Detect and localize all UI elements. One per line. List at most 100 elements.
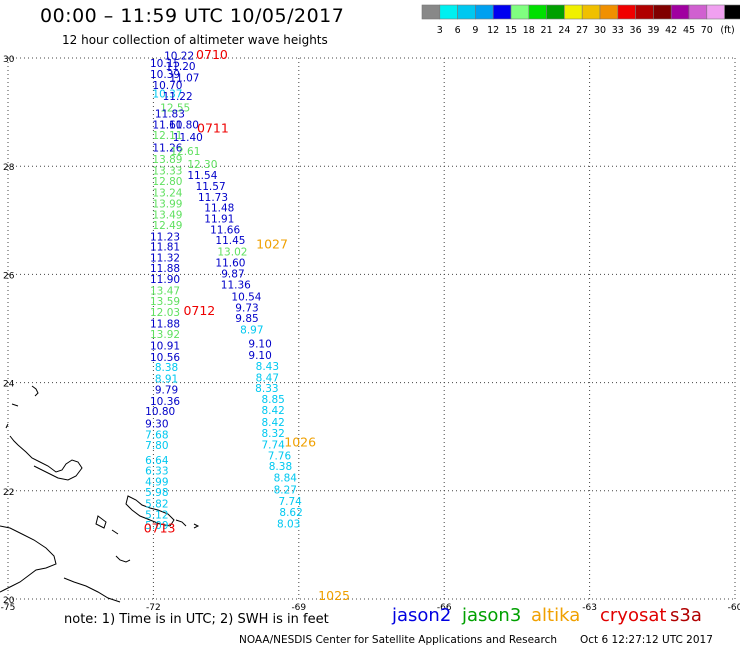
swh-value: 11.88 xyxy=(150,263,180,275)
color-scale-tick-label: 33 xyxy=(612,25,624,36)
swh-value: 10.39 xyxy=(150,69,180,81)
swh-value: 10.70 xyxy=(152,80,182,92)
color-scale-tick-label: 6 xyxy=(455,25,461,36)
swh-value: 7.76 xyxy=(268,450,292,462)
pass-label: 0712 xyxy=(183,303,215,318)
swh-value: 7.74 xyxy=(261,440,285,452)
swh-value: 13.59 xyxy=(150,296,180,308)
longitude-tick-label: -75 xyxy=(1,603,16,613)
swh-value: 11.45 xyxy=(215,235,245,247)
swh-value: 10.80 xyxy=(145,406,175,418)
color-scale-tick-label: 27 xyxy=(576,25,588,36)
pass-label: 0713 xyxy=(144,520,176,535)
swh-value: 7.80 xyxy=(145,440,168,452)
satellite-cryosat: cryosat xyxy=(600,605,667,626)
swh-value: 11.26 xyxy=(152,143,182,155)
swh-value: 6.33 xyxy=(145,466,168,478)
swh-value: 11.88 xyxy=(150,318,180,330)
swh-value: 11.32 xyxy=(150,252,180,264)
color-scale-tick-label: 15 xyxy=(505,25,517,36)
page-subtitle: 12 hour collection of altimeter wave hei… xyxy=(62,33,328,47)
swh-value: 12.30 xyxy=(187,159,217,171)
swh-value: 11.83 xyxy=(155,109,185,121)
swh-value: 8.38 xyxy=(155,362,178,374)
swh-value: 12.03 xyxy=(150,307,180,319)
swh-value: 9.30 xyxy=(145,419,168,431)
swh-value: 5.12 xyxy=(145,509,168,521)
footer-timestamp: Oct 6 12:27:12 UTC 2017 xyxy=(580,634,713,646)
swh-value: 13.33 xyxy=(152,165,182,177)
island-outline xyxy=(0,525,57,593)
swh-value: 4.99 xyxy=(145,476,168,488)
swh-value: 8.85 xyxy=(261,394,284,406)
color-scale-tick-label: 21 xyxy=(541,25,553,36)
latitude-tick-label: 30 xyxy=(3,55,15,65)
swh-value: 13.99 xyxy=(152,198,182,210)
swh-value: 11.90 xyxy=(150,274,180,286)
axis-ticks: 30 28 26 24 22 20-75 -72 -69 -66 -63 -60 xyxy=(1,55,740,613)
swh-value: 9.87 xyxy=(221,269,244,281)
footer-note: note: 1) Time is in UTC; 2) SWH is in fe… xyxy=(64,612,329,627)
pass-label: 0711 xyxy=(197,121,229,136)
color-swatch xyxy=(724,4,740,20)
swh-value: 11.57 xyxy=(196,181,226,193)
swh-value: 8.42 xyxy=(261,405,284,417)
swh-value: 8.62 xyxy=(279,507,302,519)
color-scale-boxes xyxy=(421,4,740,20)
swh-value: 11.81 xyxy=(150,242,180,254)
satellite-jason3: jason3 xyxy=(462,605,522,626)
color-scale-tick-label: 9 xyxy=(472,25,478,36)
swh-value: 11.20 xyxy=(166,61,196,73)
color-scale-tick-label: 39 xyxy=(647,25,659,36)
swh-value: 10.91 xyxy=(150,341,180,353)
swh-value: 7.68 xyxy=(145,429,168,441)
latitude-tick-label: 20 xyxy=(3,596,15,606)
swh-value: 11.48 xyxy=(204,203,234,215)
wave-height-values: 10.2210.1511.2010.3911.0710.7010.3711.22… xyxy=(145,51,303,533)
swh-value: 13.24 xyxy=(152,187,182,199)
longitude-tick-label: -63 xyxy=(582,603,597,613)
swh-value: 8.03 xyxy=(277,519,300,531)
color-scale-tick-label: 18 xyxy=(523,25,535,36)
swh-value: 6.64 xyxy=(145,455,169,467)
swh-value: 8.32 xyxy=(261,428,284,440)
swh-value: 9.73 xyxy=(235,303,258,315)
island-outline xyxy=(5,385,83,481)
swh-value: 8.47 xyxy=(256,373,279,385)
landmass-outlines xyxy=(0,385,200,603)
swh-value: 13.89 xyxy=(152,154,182,166)
pass-label: 1025 xyxy=(318,588,350,603)
lat-lon-grid xyxy=(7,57,736,600)
pass-label: 0710 xyxy=(196,47,228,62)
island-outline xyxy=(175,519,200,529)
island-outline xyxy=(63,577,121,603)
island-outline xyxy=(125,495,175,527)
swh-value: 11.73 xyxy=(198,192,228,204)
swh-value: 11.54 xyxy=(187,170,217,182)
swh-value: 11.60 xyxy=(152,119,182,131)
swh-value: 13.49 xyxy=(152,210,182,222)
pass-labels: 0710 0711 0712 0713 1027 1026 1025 xyxy=(144,47,350,603)
color-scale-tick-label: 45 xyxy=(683,25,695,36)
swh-value: 10.37 xyxy=(152,88,182,100)
latitude-tick-label: 22 xyxy=(3,488,14,498)
color-scale-tick-label: 36 xyxy=(630,25,642,36)
swh-value: 8.84 xyxy=(274,473,298,485)
swh-value: 5.09 xyxy=(145,520,168,532)
swh-value: 10.56 xyxy=(150,352,180,364)
swh-value: 10.22 xyxy=(164,51,194,63)
swh-value: 9.10 xyxy=(248,338,271,350)
swh-value: 5.98 xyxy=(145,487,168,499)
swh-value: 8.27 xyxy=(274,485,297,497)
longitude-tick-label: -72 xyxy=(146,603,161,613)
swh-value: 7.74 xyxy=(278,496,302,508)
latitude-tick-label: 28 xyxy=(3,163,15,173)
swh-value: 11.60 xyxy=(215,257,245,269)
color-scale-tick-label: 70 xyxy=(701,25,713,36)
swh-value: 10.36 xyxy=(150,396,180,408)
color-scale-legend: 3 6 9 12 15 18 21 24 27 30 33 36 39 42 45 70 (ft) xyxy=(421,4,740,36)
swh-value: 12.55 xyxy=(160,103,190,115)
swh-value: 12.49 xyxy=(152,220,182,232)
swh-value: 8.43 xyxy=(256,361,279,373)
